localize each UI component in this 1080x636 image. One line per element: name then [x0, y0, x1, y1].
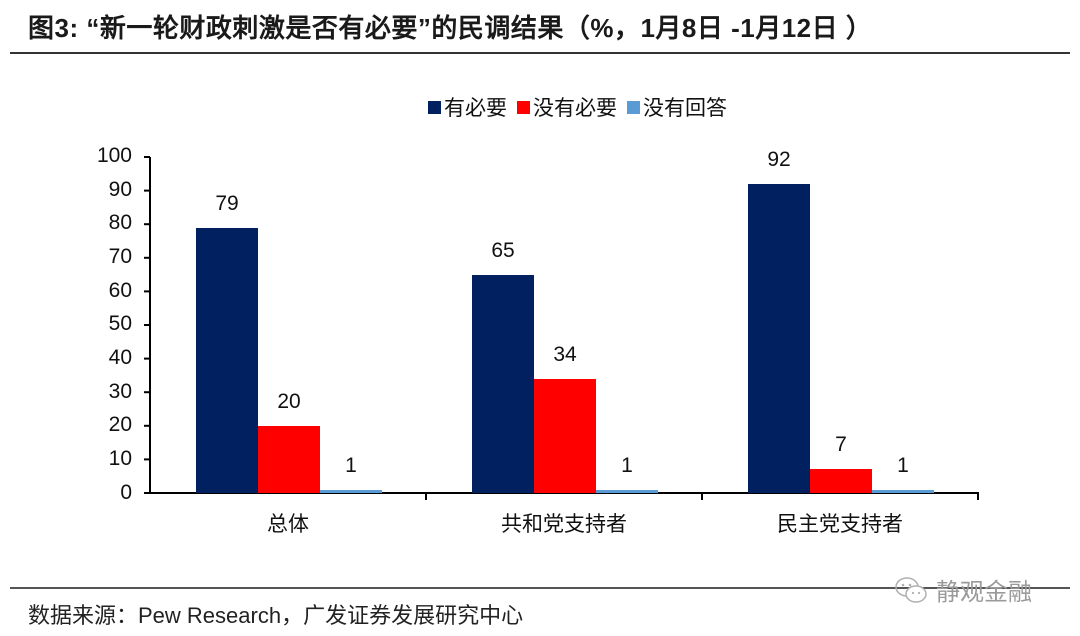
- bar: [596, 489, 658, 493]
- bar: [258, 425, 320, 493]
- chart-title: 图3: “新一轮财政刺激是否有必要”的民调结果（%，1月8日 -1月12日 ）: [28, 13, 873, 43]
- bar: [810, 469, 872, 493]
- legend-label: 没有必要: [533, 97, 617, 120]
- wechat-icon: [895, 576, 927, 603]
- y-tick-label: 20: [108, 413, 132, 436]
- y-tick-label: 60: [108, 279, 132, 302]
- legend-label: 有必要: [444, 97, 507, 120]
- legend-swatch-icon: [627, 100, 640, 114]
- y-tick-label: 10: [108, 447, 132, 470]
- x-category-label: 总体: [267, 513, 309, 536]
- data-label: 1: [897, 453, 909, 477]
- data-label: 1: [345, 453, 357, 477]
- x-category-label: 共和党支持者: [501, 513, 627, 536]
- watermark-text: 静观金融: [936, 579, 1032, 606]
- axes: [144, 156, 979, 500]
- data-label: 79: [215, 191, 239, 215]
- title-divider: [10, 52, 1070, 54]
- data-label: 34: [553, 342, 577, 366]
- bar: [320, 489, 382, 493]
- watermark: 静观金融: [894, 572, 1032, 607]
- y-tick-label: 40: [108, 346, 132, 369]
- legend-item-not-necessary: 没有必要: [517, 92, 617, 122]
- data-label: 7: [835, 433, 847, 457]
- data-label: 65: [491, 238, 515, 262]
- legend-swatch-icon: [428, 100, 441, 114]
- bar: [534, 378, 596, 493]
- y-tick-label: 90: [108, 178, 132, 201]
- legend-label: 没有回答: [643, 97, 727, 120]
- y-tick-label: 100: [96, 144, 132, 167]
- bar: [196, 227, 258, 493]
- legend-item-necessary: 有必要: [428, 92, 507, 122]
- bar: [748, 183, 810, 493]
- data-label: 1: [621, 453, 633, 477]
- bar: [872, 489, 934, 493]
- y-tick-label: 0: [120, 481, 132, 504]
- y-tick-label: 30: [108, 380, 132, 403]
- legend-item-no-answer: 没有回答: [627, 92, 727, 122]
- data-label: 92: [767, 147, 791, 171]
- bar: [472, 274, 534, 493]
- y-tick-label: 70: [108, 245, 132, 268]
- plot-area: 100 90 80 70 60 50 40 30 20 10 0 79 20 1 65…: [96, 144, 979, 536]
- data-label: 20: [277, 389, 301, 413]
- source-note: 数据来源：Pew Research，广发证券发展研究中心: [28, 603, 524, 628]
- x-category-label: 民主党支持者: [777, 513, 903, 536]
- legend-swatch-icon: [517, 100, 530, 114]
- y-tick-label: 80: [108, 211, 132, 234]
- legend: 有必要 没有必要 没有回答: [428, 92, 737, 122]
- y-tick-label: 50: [108, 312, 132, 335]
- footer-divider: [10, 587, 1070, 589]
